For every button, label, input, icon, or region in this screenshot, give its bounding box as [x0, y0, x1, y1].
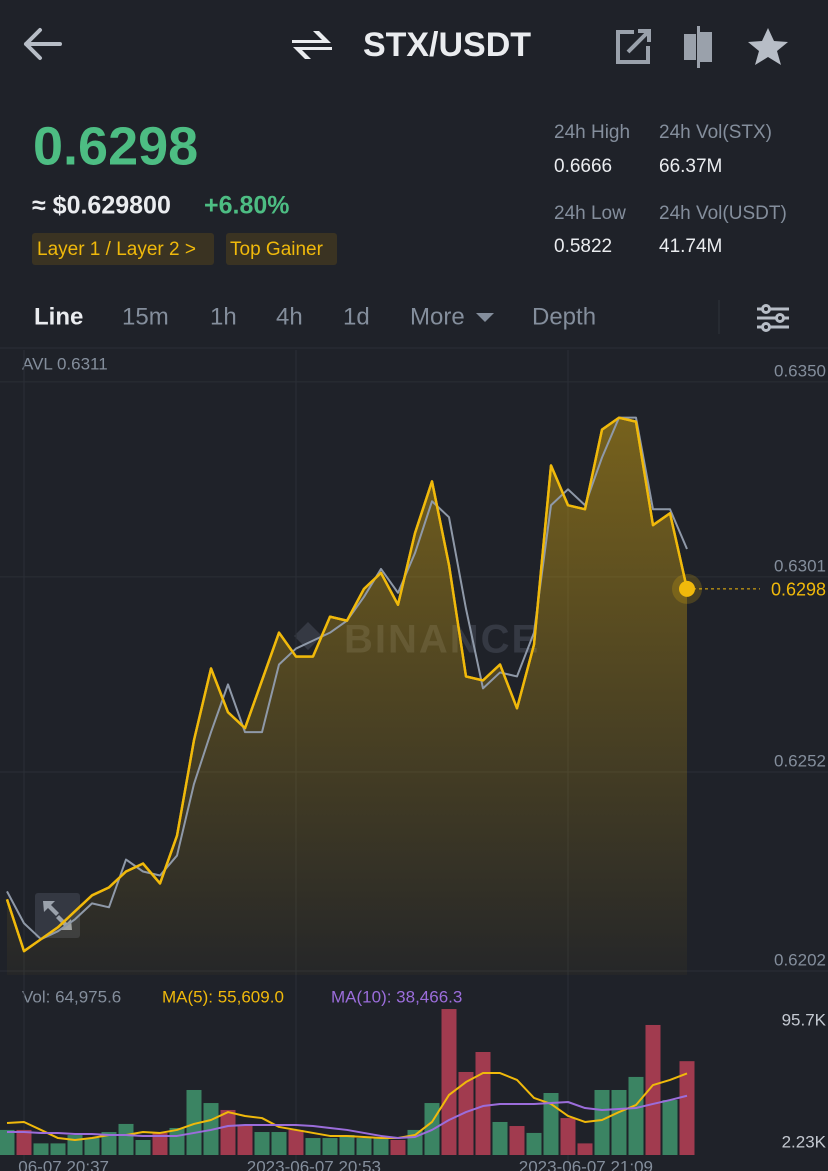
last-price-dot: [679, 580, 695, 597]
volume-bar: [84, 1138, 100, 1155]
tab[interactable]: 4h: [276, 303, 303, 330]
tab[interactable]: Depth: [532, 303, 596, 330]
tag[interactable]: Layer 1 / Layer 2 >: [37, 239, 196, 260]
volume-bar: [611, 1089, 627, 1155]
dropdown-caret[interactable]: [476, 313, 494, 322]
volume-bar: [288, 1129, 304, 1155]
volume-bar: [152, 1132, 168, 1155]
last-price-label: 0.6298: [771, 580, 826, 600]
line: [5, 416, 689, 953]
vol-legend: Vol: 64,975.6: [22, 987, 121, 1006]
volume-bar: [67, 1135, 83, 1155]
volume-bar: [16, 1129, 32, 1155]
favorite-icon[interactable]: [748, 28, 788, 65]
x-tick-label: 06-07 20:37: [18, 1157, 109, 1171]
stat-value: 0.5822: [554, 236, 612, 257]
back-button[interactable]: [24, 28, 62, 60]
y-tick-label: 0.6301: [774, 556, 826, 575]
candle-icon[interactable]: [684, 26, 712, 68]
y-tick-label: 0.6252: [774, 751, 826, 770]
y-tick-label: 2.23K: [782, 1133, 827, 1152]
volume-bar: [526, 1132, 542, 1155]
volume-bar: [186, 1089, 202, 1155]
x-tick-label: 2023-06-07 20:53: [247, 1157, 381, 1171]
tag-bg[interactable]: [32, 233, 214, 265]
x-tick-label: 2023-06-07 21:09: [519, 1157, 653, 1171]
last-price: 0.6298: [33, 116, 198, 176]
volume-bar: [356, 1138, 372, 1155]
stat-value: 41.74M: [659, 236, 722, 257]
ma10-legend: MA(10): 38,466.3: [331, 987, 462, 1006]
volume-bar: [645, 1024, 661, 1155]
volume-bar: [628, 1076, 644, 1155]
volume-bar: [220, 1109, 236, 1155]
volume-bar: [475, 1051, 491, 1155]
price-change: +6.80%: [204, 192, 290, 220]
ma5-legend: MA(5): 55,609.0: [162, 987, 284, 1006]
volume-bar: [169, 1127, 185, 1155]
swap-icon[interactable]: [292, 31, 332, 59]
volume-bar: [339, 1135, 355, 1155]
y-tick-label: 0.6202: [774, 951, 826, 970]
y-tick-label: 95.7K: [782, 1011, 827, 1030]
volume-bar: [407, 1129, 423, 1155]
settings-icon[interactable]: [757, 304, 789, 332]
tag[interactable]: Top Gainer: [230, 239, 324, 260]
volume-bar: [322, 1138, 338, 1155]
volume-bar: [135, 1139, 151, 1155]
volume-bar: [373, 1138, 389, 1155]
tab[interactable]: More: [410, 303, 465, 330]
volume-bar: [118, 1123, 134, 1155]
tab[interactable]: 1h: [210, 303, 237, 330]
volume-bar: [492, 1121, 508, 1155]
tab[interactable]: Line: [34, 303, 83, 330]
volume-bar: [594, 1089, 610, 1155]
stat-label: 24h Vol(STX): [659, 122, 772, 143]
stat-value: 66.37M: [659, 156, 722, 177]
volume-bar: [441, 1009, 457, 1155]
volume-bar: [509, 1126, 525, 1155]
volume-bar: [543, 1092, 559, 1155]
volume-bar: [305, 1138, 321, 1155]
stat-label: 24h Low: [554, 203, 626, 224]
volume-bar: [577, 1143, 593, 1155]
volume-bar: [50, 1143, 66, 1155]
volume-bar: [271, 1132, 287, 1155]
watermark-logo: [294, 622, 322, 650]
avl-annotation: AVL 0.6311: [22, 354, 108, 373]
stat-label: 24h Vol(USDT): [659, 203, 787, 224]
share-icon[interactable]: [616, 29, 651, 64]
y-tick-label: 0.6350: [774, 361, 826, 380]
volume-bar: [33, 1143, 49, 1155]
tab[interactable]: 1d: [343, 303, 370, 330]
volume-bar: [101, 1132, 117, 1155]
tab[interactable]: 15m: [122, 303, 169, 330]
stat-value: 0.6666: [554, 156, 612, 177]
volume-bar: [560, 1118, 576, 1155]
volume-bar: [237, 1124, 253, 1155]
tag-bg[interactable]: [226, 233, 337, 265]
volume-bar: [0, 1129, 15, 1155]
line: [7, 1094, 688, 1140]
volume-bar: [254, 1132, 270, 1155]
usd-price: ≈ $0.629800: [32, 192, 171, 220]
volume-bar: [458, 1071, 474, 1155]
pair-title: STX/USDT: [363, 26, 531, 64]
volume-bar: [390, 1139, 406, 1155]
stat-label: 24h High: [554, 122, 630, 143]
volume-bar: [679, 1061, 695, 1155]
volume-bar: [662, 1100, 678, 1155]
